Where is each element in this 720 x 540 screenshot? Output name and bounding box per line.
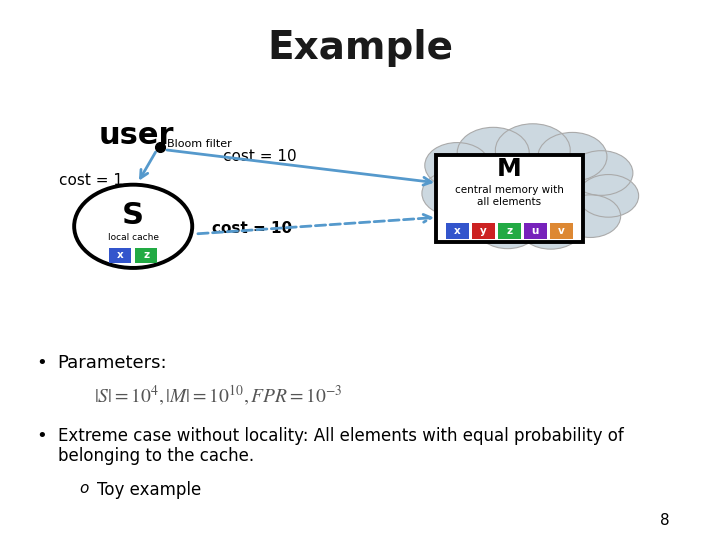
Text: S: S	[122, 201, 144, 230]
Circle shape	[422, 171, 485, 215]
Text: M: M	[497, 158, 522, 181]
Text: $|S| = 10^4, |M| = 10^{10}, FPR = 10^{-3}$: $|S| = 10^4, |M| = 10^{10}, FPR = 10^{-3…	[94, 383, 342, 408]
Text: cost = 10: cost = 10	[223, 149, 297, 164]
Circle shape	[425, 143, 490, 188]
Text: cost = 1: cost = 1	[59, 173, 123, 188]
Circle shape	[518, 204, 583, 249]
Text: Toy example: Toy example	[97, 481, 202, 498]
Text: Example: Example	[267, 29, 453, 67]
Text: cost = 10: cost = 10	[212, 221, 292, 237]
Text: local cache: local cache	[108, 233, 158, 242]
Circle shape	[495, 124, 570, 177]
FancyBboxPatch shape	[436, 156, 583, 241]
Bar	[550, 223, 573, 239]
Text: user: user	[99, 121, 174, 150]
Text: o: o	[79, 481, 89, 496]
Circle shape	[457, 127, 529, 178]
Text: z: z	[143, 250, 149, 260]
Text: Extreme case without locality: All elements with equal probability of
belonging : Extreme case without locality: All eleme…	[58, 427, 624, 465]
Circle shape	[570, 151, 633, 195]
Text: v: v	[558, 226, 564, 236]
Text: u: u	[531, 226, 539, 236]
Bar	[498, 223, 521, 239]
Circle shape	[441, 195, 502, 238]
Text: 8: 8	[660, 513, 670, 528]
Bar	[109, 248, 131, 263]
Text: Parameters:: Parameters:	[58, 354, 167, 372]
Text: Bloom filter: Bloom filter	[167, 139, 232, 148]
Text: x: x	[117, 250, 124, 260]
Circle shape	[578, 174, 639, 217]
Bar	[135, 248, 157, 263]
Text: x: x	[454, 226, 461, 236]
Bar	[523, 223, 547, 239]
Text: z: z	[506, 226, 513, 236]
Bar	[472, 223, 495, 239]
Text: y: y	[480, 226, 487, 236]
Text: central memory with
all elements: central memory with all elements	[455, 185, 564, 207]
Circle shape	[560, 195, 621, 238]
Circle shape	[538, 132, 607, 181]
Text: •: •	[36, 427, 47, 444]
Circle shape	[476, 204, 539, 248]
Text: •: •	[36, 354, 47, 372]
Bar	[446, 223, 469, 239]
